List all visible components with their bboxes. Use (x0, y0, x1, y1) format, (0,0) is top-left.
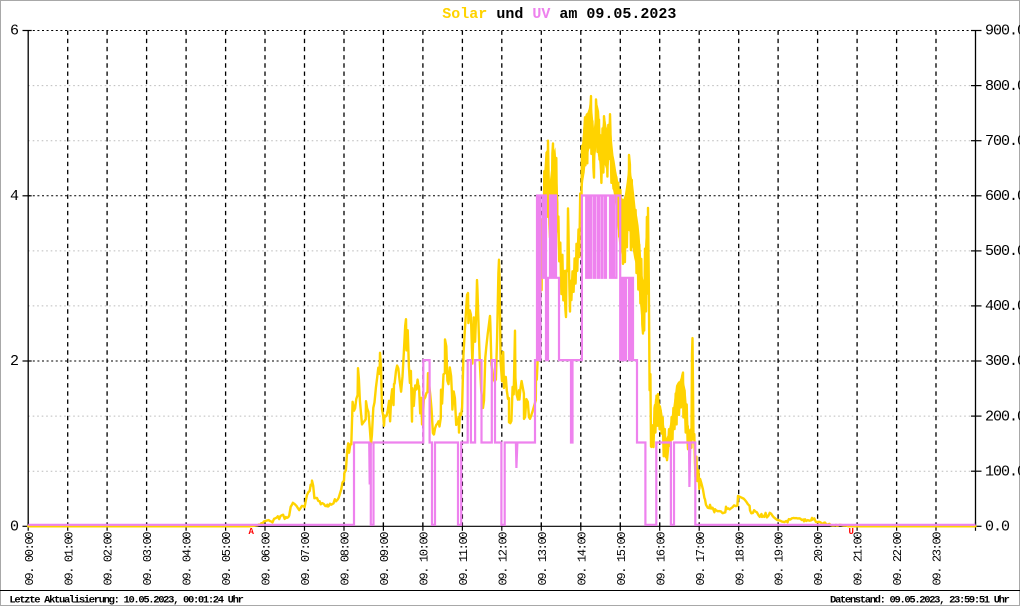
svg-text:400.0: 400.0 (985, 298, 1020, 315)
svg-text:100.0: 100.0 (985, 463, 1020, 480)
svg-text:09. 18:00: 09. 18:00 (733, 532, 747, 586)
svg-text:Letzte Aktualisierung: 10.05.2: Letzte Aktualisierung: 10.05.2023, 00:01… (9, 595, 243, 607)
svg-text:6: 6 (10, 23, 19, 40)
svg-text:09. 21:00: 09. 21:00 (852, 532, 866, 586)
svg-text:U: U (849, 527, 854, 537)
svg-text:09. 23:00: 09. 23:00 (931, 532, 945, 586)
svg-text:09. 06:00: 09. 06:00 (260, 532, 274, 586)
svg-text:09. 03:00: 09. 03:00 (141, 532, 155, 586)
svg-text:09. 12:00: 09. 12:00 (496, 532, 510, 586)
svg-text:Datenstand: 09.05.2023, 23:59:: Datenstand: 09.05.2023, 23:59:51 Uhr (830, 595, 1010, 607)
svg-text:4: 4 (10, 188, 19, 205)
svg-text:09. 10:00: 09. 10:00 (418, 532, 432, 586)
svg-text:09. 09:00: 09. 09:00 (378, 532, 392, 586)
svg-text:09. 13:00: 09. 13:00 (536, 532, 550, 586)
svg-text:09. 20:00: 09. 20:00 (812, 532, 826, 586)
svg-text:09. 15:00: 09. 15:00 (615, 532, 629, 586)
svg-text:09. 19:00: 09. 19:00 (773, 532, 787, 586)
svg-text:900.0: 900.0 (985, 23, 1020, 40)
svg-text:0: 0 (10, 519, 19, 536)
svg-text:800.0: 800.0 (985, 78, 1020, 95)
svg-text:09. 22:00: 09. 22:00 (891, 532, 905, 586)
svg-text:09. 14:00: 09. 14:00 (575, 532, 589, 586)
svg-text:09. 08:00: 09. 08:00 (339, 532, 353, 586)
svg-text:09. 16:00: 09. 16:00 (654, 532, 668, 586)
svg-text:300.0: 300.0 (985, 353, 1020, 370)
svg-text:09. 11:00: 09. 11:00 (457, 532, 471, 586)
svg-text:09. 04:00: 09. 04:00 (181, 532, 195, 586)
svg-text:09. 05:00: 09. 05:00 (220, 532, 234, 586)
svg-text:09. 01:00: 09. 01:00 (62, 532, 76, 586)
svg-text:200.0: 200.0 (985, 408, 1020, 425)
svg-text:500.0: 500.0 (985, 243, 1020, 260)
svg-text:700.0: 700.0 (985, 133, 1020, 150)
svg-text:A: A (249, 527, 255, 537)
svg-text:Solar und UV am 09.05.2023: Solar und UV am 09.05.2023 (442, 6, 676, 23)
svg-text:2: 2 (10, 353, 18, 370)
svg-text:09. 02:00: 09. 02:00 (102, 532, 116, 586)
svg-text:600.0: 600.0 (985, 188, 1020, 205)
svg-text:09. 17:00: 09. 17:00 (694, 532, 708, 586)
svg-text:09. 07:00: 09. 07:00 (299, 532, 313, 586)
svg-text:09. 00:00: 09. 00:00 (23, 532, 37, 586)
svg-text:0.0: 0.0 (985, 519, 1010, 536)
